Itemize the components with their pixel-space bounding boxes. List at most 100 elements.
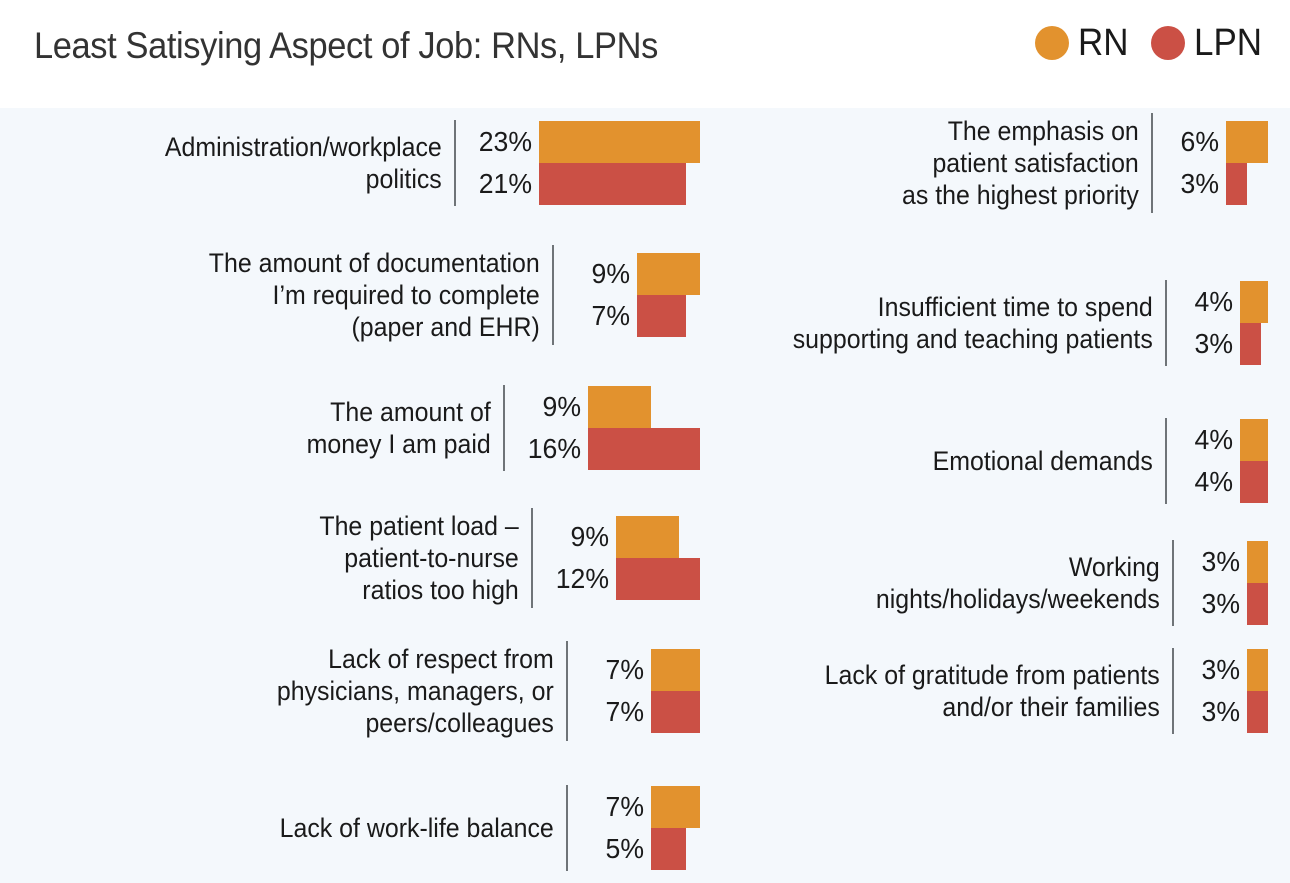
bar-rn [637, 253, 700, 295]
bar-rn [1247, 541, 1268, 583]
value-rn: 9% [570, 521, 609, 552]
row-bars [1240, 649, 1268, 733]
bar-lpn [1240, 323, 1261, 365]
chart-row: Insufficient time to spend supporting an… [690, 268, 1268, 378]
row-label: The emphasis on patient satisfaction as … [902, 116, 1139, 210]
row-divider [552, 245, 554, 345]
row-label: Lack of work-life balance [279, 813, 554, 843]
circle-icon [1035, 26, 1070, 60]
row-label: Administration/workplace politics [164, 132, 442, 194]
row-divider [1172, 540, 1174, 626]
bar-lpn [1247, 691, 1268, 733]
row-divider [1165, 418, 1167, 504]
value-lpn: 3% [1180, 168, 1219, 199]
row-divider [454, 120, 456, 206]
row-label: Insufficient time to spend supporting an… [792, 292, 1153, 354]
chart-row: Administration/workplace politics 23% 21% [0, 108, 700, 218]
bar-rn [651, 649, 700, 691]
bar-lpn [651, 828, 686, 870]
bar-rn [1240, 281, 1268, 323]
row-label: Working nights/holidays/weekends [875, 552, 1160, 614]
row-bars [630, 253, 700, 337]
row-values: 4% 4% [1167, 419, 1233, 503]
row-label: Lack of gratitude from patients and/or t… [824, 660, 1160, 722]
chart-row: The amount of money I am paid 9% 16% [0, 373, 700, 483]
row-bars [581, 386, 700, 470]
row-values: 9% 7% [554, 253, 630, 337]
row-values: 9% 16% [505, 386, 581, 470]
row-label: Lack of respect from physicians, manager… [276, 644, 554, 738]
chart-row: Lack of respect from physicians, manager… [0, 636, 700, 746]
row-bars [1233, 281, 1268, 365]
row-bars [644, 786, 700, 870]
row-divider [503, 385, 505, 471]
row-label: Emotional demands [932, 446, 1153, 476]
bar-rn [1226, 121, 1268, 163]
chart-legend: RN LPN [1035, 24, 1268, 62]
bar-lpn [616, 558, 700, 600]
row-divider [1165, 280, 1167, 366]
chart-row: Working nights/holidays/weekends 3% 3% [690, 528, 1268, 638]
row-bars [609, 516, 700, 600]
value-lpn: 3% [1201, 696, 1240, 727]
value-rn: 6% [1180, 126, 1219, 157]
bar-lpn [637, 295, 686, 337]
value-lpn: 7% [605, 696, 644, 727]
row-label: The patient load – patient-to-nurse rati… [319, 511, 519, 605]
chart-row: Emotional demands 4% 4% [690, 406, 1268, 516]
bar-lpn [539, 163, 686, 205]
value-rn: 4% [1194, 286, 1233, 317]
bar-lpn [651, 691, 700, 733]
bar-rn [588, 386, 651, 428]
row-divider [1172, 648, 1174, 734]
value-lpn: 7% [591, 300, 630, 331]
row-label: The amount of money I am paid [306, 397, 491, 459]
bar-lpn [1240, 461, 1268, 503]
header-band [0, 0, 1290, 108]
value-lpn: 16% [527, 433, 581, 464]
value-rn: 23% [478, 126, 532, 157]
chart-row: Lack of gratitude from patients and/or t… [690, 636, 1268, 746]
legend-label-rn: RN [1078, 22, 1129, 64]
row-label: The amount of documentation I’m required… [208, 248, 540, 342]
row-values: 7% 5% [568, 786, 644, 870]
value-lpn: 3% [1194, 328, 1233, 359]
bar-lpn [1226, 163, 1247, 205]
legend-item-lpn[interactable]: LPN [1151, 24, 1268, 62]
bar-rn [1240, 419, 1268, 461]
value-rn: 7% [605, 654, 644, 685]
row-values: 3% 3% [1174, 541, 1240, 625]
legend-label-lpn: LPN [1194, 22, 1263, 64]
row-bars [1240, 541, 1268, 625]
row-bars [1233, 419, 1268, 503]
chart-row: The patient load – patient-to-nurse rati… [0, 503, 700, 613]
value-rn: 3% [1201, 654, 1240, 685]
value-rn: 4% [1194, 424, 1233, 455]
value-lpn: 21% [478, 168, 532, 199]
row-values: 6% 3% [1153, 121, 1219, 205]
bar-rn [616, 516, 679, 558]
bar-rn [651, 786, 700, 828]
row-bars [644, 649, 700, 733]
row-values: 4% 3% [1167, 281, 1233, 365]
value-rn: 9% [542, 391, 581, 422]
row-values: 23% 21% [456, 121, 532, 205]
value-lpn: 4% [1194, 466, 1233, 497]
row-divider [566, 785, 568, 871]
value-lpn: 3% [1201, 588, 1240, 619]
row-bars [1219, 121, 1268, 205]
value-rn: 7% [605, 791, 644, 822]
row-values: 7% 7% [568, 649, 644, 733]
chart-row: The emphasis on patient satisfaction as … [690, 108, 1268, 218]
bar-rn [539, 121, 700, 163]
chart-row: The amount of documentation I’m required… [0, 240, 700, 350]
bar-lpn [1247, 583, 1268, 625]
row-divider [531, 508, 533, 608]
value-lpn: 5% [605, 833, 644, 864]
row-divider [1151, 113, 1153, 213]
value-rn: 9% [591, 258, 630, 289]
row-divider [566, 641, 568, 741]
bar-lpn [588, 428, 700, 470]
legend-item-rn[interactable]: RN [1035, 24, 1133, 62]
